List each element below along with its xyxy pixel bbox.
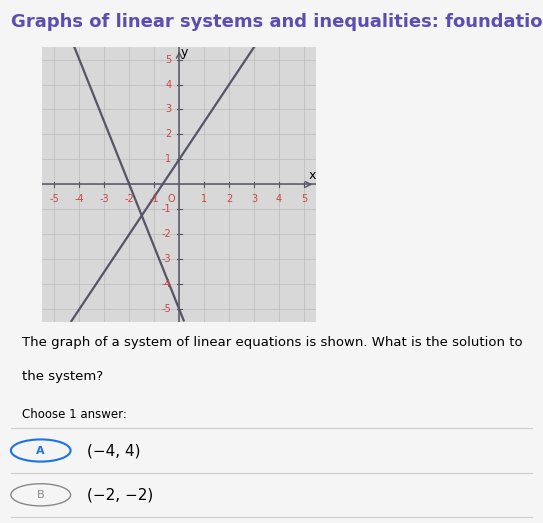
Text: 2: 2 [226,194,232,204]
Text: y: y [180,46,188,59]
Text: The graph of a system of linear equations is shown. What is the solution to: The graph of a system of linear equation… [22,336,522,349]
Text: B: B [37,490,45,500]
Text: -3: -3 [99,194,109,204]
Text: 3: 3 [165,105,171,115]
Text: 5: 5 [301,194,307,204]
Text: -5: -5 [49,194,59,204]
Text: -4: -4 [74,194,84,204]
Text: -2: -2 [161,229,171,240]
Text: 1: 1 [165,154,171,164]
Text: -1: -1 [162,204,171,214]
Text: the system?: the system? [22,370,103,383]
Text: -2: -2 [124,194,134,204]
Text: -5: -5 [161,304,171,314]
Text: (−4, 4): (−4, 4) [87,443,141,458]
Text: -1: -1 [149,194,159,204]
Text: 4: 4 [276,194,282,204]
Text: (−2, −2): (−2, −2) [87,487,153,502]
Text: Graphs of linear systems and inequalities: foundations: Graphs of linear systems and inequalitie… [11,13,543,31]
Text: Choose 1 answer:: Choose 1 answer: [22,408,127,421]
Text: A: A [36,446,45,456]
Text: O: O [167,194,175,204]
Text: 3: 3 [251,194,257,204]
Text: 5: 5 [165,54,171,64]
Text: 2: 2 [165,129,171,140]
Text: -3: -3 [162,254,171,264]
Text: x: x [309,169,317,182]
Text: 4: 4 [165,79,171,89]
Text: 1: 1 [201,194,207,204]
Text: -4: -4 [162,279,171,289]
